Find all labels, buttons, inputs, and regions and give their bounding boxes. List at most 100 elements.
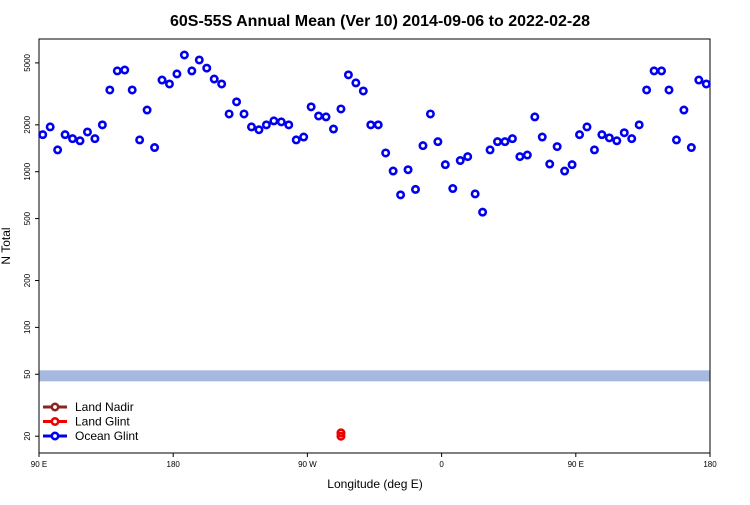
y-tick-label: 1000: [23, 162, 32, 180]
legend-marker: [50, 431, 60, 441]
point: [463, 152, 473, 162]
point: [418, 141, 428, 151]
chart-title: 60S-55S Annual Mean (Ver 10) 2014-09-06 …: [170, 13, 590, 30]
legend-marker: [50, 402, 60, 412]
point: [53, 145, 63, 155]
point: [381, 148, 391, 158]
point: [127, 85, 137, 95]
point: [38, 130, 48, 140]
point: [202, 63, 212, 73]
point: [530, 112, 540, 122]
point: [522, 150, 532, 160]
point: [254, 125, 264, 135]
point: [306, 102, 316, 112]
point: [589, 145, 599, 155]
y-tick-label: 100: [23, 320, 32, 334]
point: [97, 120, 107, 130]
point: [694, 75, 704, 85]
point: [284, 120, 294, 130]
point: [336, 431, 346, 441]
point: [150, 143, 160, 153]
point: [478, 207, 488, 217]
point: [336, 428, 346, 438]
point: [68, 134, 78, 144]
point: [135, 135, 145, 145]
point: [246, 122, 256, 132]
point: [500, 137, 510, 147]
y-axis-label: N Total: [0, 227, 13, 264]
point: [575, 130, 585, 140]
point: [60, 130, 70, 140]
point: [217, 79, 227, 89]
point: [75, 136, 85, 146]
y-tick-label: 2000: [23, 115, 32, 133]
point: [686, 143, 696, 153]
point: [336, 104, 346, 114]
y-tick-label: 200: [23, 273, 32, 287]
point: [604, 133, 614, 143]
point: [120, 65, 130, 75]
point: [425, 109, 435, 119]
point: [209, 74, 219, 84]
point: [448, 184, 458, 194]
point: [440, 160, 450, 170]
point: [403, 165, 413, 175]
point: [224, 109, 234, 119]
point: [545, 159, 555, 169]
x-tick-label: 90 W: [298, 460, 317, 469]
point: [679, 105, 689, 115]
point: [358, 86, 368, 96]
point: [396, 190, 406, 200]
x-tick-label: 90 E: [568, 460, 584, 469]
y-tick-label: 500: [23, 211, 32, 225]
point: [90, 134, 100, 144]
y-tick-label: 5000: [23, 53, 32, 71]
point: [194, 55, 204, 65]
point: [373, 120, 383, 130]
point: [567, 160, 577, 170]
x-tick-label: 90 E: [31, 460, 47, 469]
y-tick-label: 50: [23, 369, 32, 378]
point: [142, 105, 152, 115]
point: [582, 122, 592, 132]
point: [239, 109, 249, 119]
point: [261, 120, 271, 130]
point: [179, 50, 189, 60]
point: [351, 78, 361, 88]
point: [343, 70, 353, 80]
band: [39, 370, 710, 382]
point: [388, 166, 398, 176]
x-tick-label: 180: [703, 460, 717, 469]
plot-frame: [38, 38, 711, 454]
point: [433, 137, 443, 147]
point: [276, 117, 286, 127]
legend-label: Land Nadir: [75, 400, 134, 414]
point: [411, 184, 421, 194]
point: [470, 189, 480, 199]
point: [560, 166, 570, 176]
point: [157, 75, 167, 85]
point: [634, 120, 644, 130]
point: [612, 136, 622, 146]
point: [291, 135, 301, 145]
point: [172, 69, 182, 79]
point: [664, 85, 674, 95]
point: [597, 130, 607, 140]
point: [328, 124, 338, 134]
point: [701, 79, 711, 89]
x-tick-label: 0: [439, 460, 444, 469]
point: [515, 152, 525, 162]
point: [455, 156, 465, 166]
point: [552, 142, 562, 152]
point: [82, 127, 92, 137]
point: [299, 132, 309, 142]
point: [619, 128, 629, 138]
x-axis-label: Longitude (deg E): [327, 477, 422, 491]
point: [187, 66, 197, 76]
legend-marker: [50, 416, 60, 426]
point: [642, 85, 652, 95]
y-tick-label: 20: [23, 431, 32, 440]
point: [507, 134, 517, 144]
